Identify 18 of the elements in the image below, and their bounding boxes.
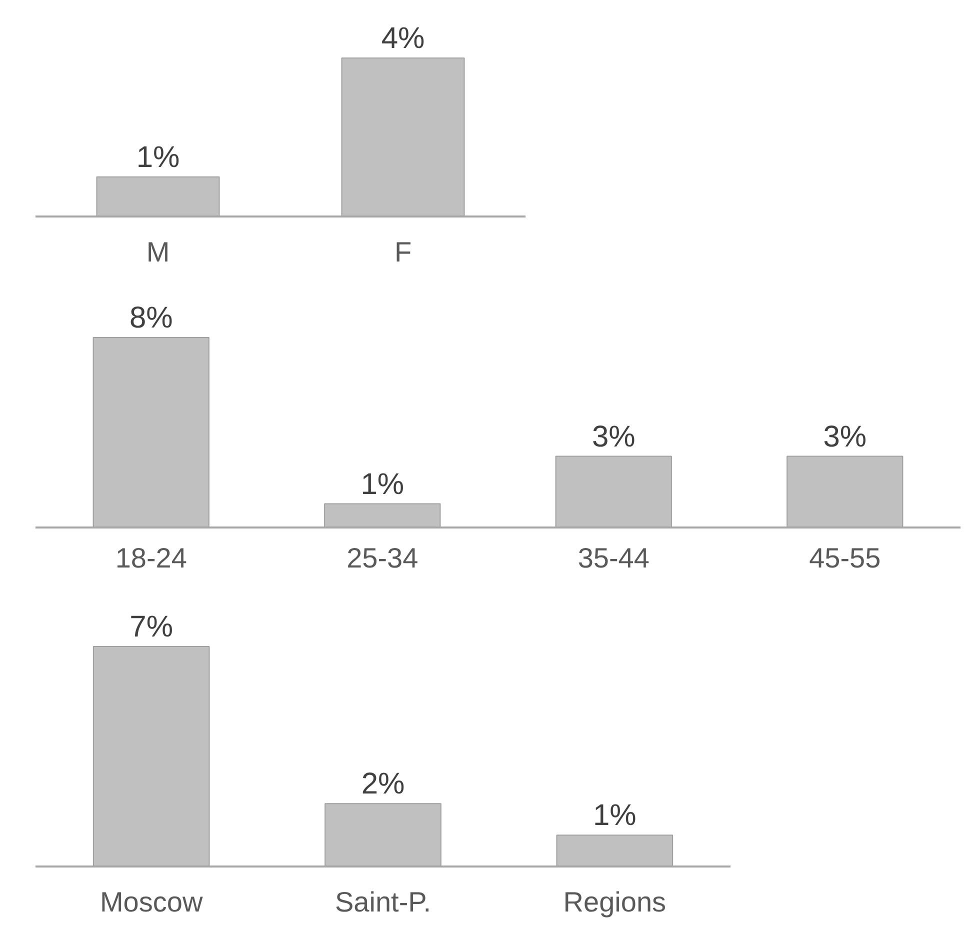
x-tick-label: Saint-P. bbox=[335, 886, 432, 918]
data-label: 3% bbox=[823, 420, 867, 454]
x-tick-label: 35-44 bbox=[578, 542, 650, 574]
x-tick-label: 18-24 bbox=[115, 542, 187, 574]
x-tick-label: Regions bbox=[563, 886, 666, 918]
data-label: 1% bbox=[360, 468, 404, 501]
x-tick-label: F bbox=[394, 236, 412, 268]
data-label: 3% bbox=[592, 420, 636, 454]
x-tick-label: M bbox=[146, 236, 170, 268]
data-label: 7% bbox=[130, 610, 174, 644]
x-tick-label: 45-55 bbox=[809, 542, 881, 574]
data-label: 8% bbox=[129, 302, 173, 334]
data-label: 1% bbox=[136, 140, 180, 174]
data-label: 1% bbox=[592, 799, 636, 832]
x-tick-label: 25-34 bbox=[346, 542, 418, 574]
data-label: 4% bbox=[381, 22, 425, 56]
data-label: 2% bbox=[361, 768, 405, 801]
x-tick-label: Moscow bbox=[100, 886, 204, 918]
